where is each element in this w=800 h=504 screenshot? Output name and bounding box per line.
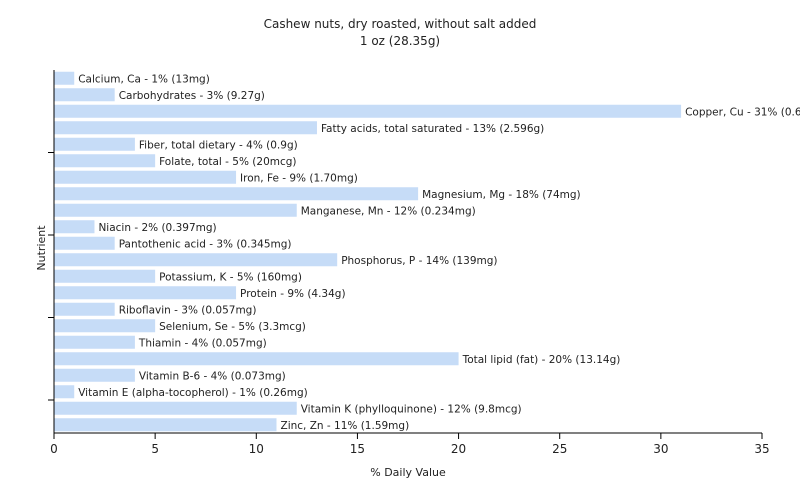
bar-label: Calcium, Ca - 1% (13mg) — [78, 73, 210, 85]
x-tick-label: 15 — [350, 442, 365, 456]
bar — [54, 368, 135, 382]
chart-title: Cashew nuts, dry roasted, without salt a… — [264, 17, 537, 31]
bar-label: Protein - 9% (4.34g) — [240, 288, 346, 300]
bar — [54, 203, 297, 217]
bar — [54, 253, 338, 267]
chart-subtitle: 1 oz (28.35g) — [360, 34, 440, 48]
bar-label: Magnesium, Mg - 18% (74mg) — [422, 189, 581, 201]
bar — [54, 154, 156, 168]
bar — [54, 187, 419, 201]
bar-label: Vitamin B-6 - 4% (0.073mg) — [139, 370, 286, 382]
bar — [54, 71, 75, 85]
bar-label: Selenium, Se - 5% (3.3mcg) — [159, 321, 306, 333]
x-tick-label: 20 — [451, 442, 466, 456]
bar-label: Folate, total - 5% (20mcg) — [159, 156, 296, 168]
bar — [54, 104, 682, 118]
bar-label: Copper, Cu - 31% (0.629mg) — [685, 106, 800, 118]
bar — [54, 236, 115, 250]
bar — [54, 335, 135, 349]
bar-label: Manganese, Mn - 12% (0.234mg) — [301, 205, 476, 217]
bar-label: Iron, Fe - 9% (1.70mg) — [240, 172, 358, 184]
bar — [54, 401, 297, 415]
bar — [54, 121, 317, 135]
x-tick-label: 30 — [653, 442, 668, 456]
bar-label: Vitamin E (alpha-tocopherol) - 1% (0.26m… — [78, 387, 308, 399]
bar — [54, 269, 156, 283]
bar-label: Total lipid (fat) - 20% (13.14g) — [462, 354, 621, 366]
bar-label: Vitamin K (phylloquinone) - 12% (9.8mcg) — [301, 403, 522, 415]
bar — [54, 88, 115, 102]
bar-label: Zinc, Zn - 11% (1.59mg) — [281, 420, 410, 432]
bar-label: Riboflavin - 3% (0.057mg) — [119, 304, 257, 316]
x-tick-label: 0 — [50, 442, 58, 456]
bar — [54, 302, 115, 316]
y-axis-label: Nutrient — [35, 225, 48, 271]
bar — [54, 220, 95, 234]
x-axis-label: % Daily Value — [370, 466, 446, 479]
x-tick-label: 10 — [249, 442, 264, 456]
bar — [54, 352, 459, 366]
bar-label: Potassium, K - 5% (160mg) — [159, 271, 302, 283]
bar-label: Niacin - 2% (0.397mg) — [98, 222, 216, 234]
bar-labels-group: Calcium, Ca - 1% (13mg) Carbohydrates - 3… — [78, 73, 800, 432]
bar — [54, 137, 135, 151]
x-tick-label: 25 — [552, 442, 567, 456]
axes-group: 0 5 10 15 20 25 30 35 — [48, 70, 770, 456]
bar-label: Carbohydrates - 3% (9.27g) — [119, 90, 265, 102]
bar-label: Fatty acids, total saturated - 13% (2.59… — [321, 123, 544, 135]
bar — [54, 319, 156, 333]
bar-label: Fiber, total dietary - 4% (0.9g) — [139, 139, 298, 151]
x-tick-label: 35 — [754, 442, 769, 456]
bar-label: Pantothenic acid - 3% (0.345mg) — [119, 238, 292, 250]
bar-label: Phosphorus, P - 14% (139mg) — [341, 255, 497, 267]
bars-group — [54, 71, 682, 432]
bar — [54, 286, 237, 300]
bar — [54, 418, 277, 432]
bar — [54, 385, 75, 399]
x-tick-label: 5 — [151, 442, 159, 456]
bar-label: Thiamin - 4% (0.057mg) — [138, 337, 267, 349]
bar — [54, 170, 237, 184]
